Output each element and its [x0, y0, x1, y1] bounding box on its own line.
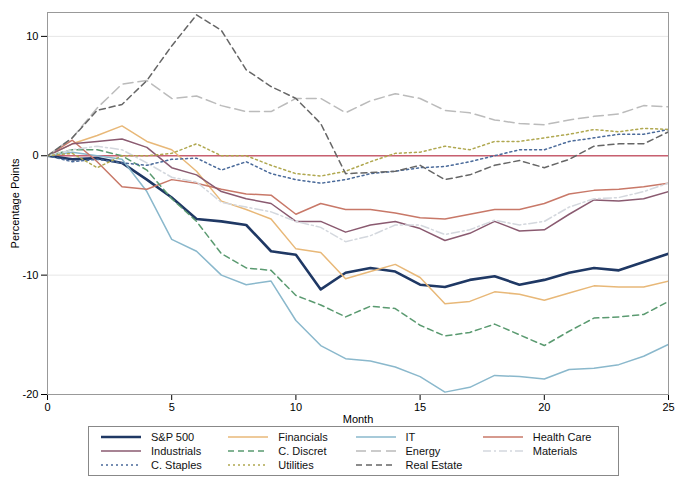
svg-text:5: 5: [169, 401, 175, 413]
html-text:Materials: Materials: [532, 445, 578, 457]
html-text:C. Discret: C. Discret: [278, 445, 327, 457]
svg-text:-20: -20: [23, 388, 39, 400]
svg-text:10: 10: [290, 401, 302, 413]
html-text:Utilities: Utilities: [278, 459, 314, 471]
svg-text:0: 0: [32, 149, 38, 161]
svg-text:-10: -10: [23, 269, 39, 281]
svg-text:25: 25: [662, 401, 674, 413]
svg-text:20: 20: [538, 401, 550, 413]
html-text:S&P 500: S&P 500: [151, 431, 195, 443]
svg-text:Percentage Points: Percentage Points: [9, 158, 21, 248]
html-text:Health Care: Health Care: [532, 431, 592, 443]
html-text:Real Estate: Real Estate: [405, 459, 463, 471]
html-text:IT: IT: [405, 431, 416, 443]
html-text:Energy: Energy: [405, 445, 441, 457]
svg-text:15: 15: [414, 401, 426, 413]
svg-text:Month: Month: [343, 413, 374, 425]
html-text:C. Staples: C. Staples: [151, 459, 202, 471]
svg-text:10: 10: [26, 30, 38, 42]
svg-text:0: 0: [44, 401, 50, 413]
html-text:Industrials: Industrials: [151, 445, 202, 457]
html-text:Financials: Financials: [278, 431, 328, 443]
